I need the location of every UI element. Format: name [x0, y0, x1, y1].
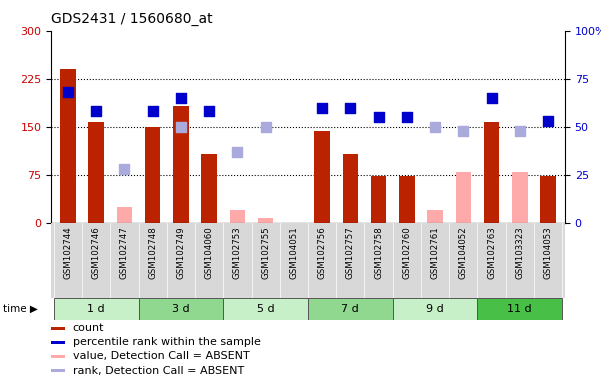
Point [430, 124, 440, 130]
Text: 1 d: 1 d [88, 304, 105, 314]
Point [176, 124, 186, 130]
Text: value, Detection Call = ABSENT: value, Detection Call = ABSENT [73, 351, 249, 361]
Text: 11 d: 11 d [507, 304, 532, 314]
Text: GSM102756: GSM102756 [318, 227, 326, 279]
Text: GSM104060: GSM104060 [205, 227, 214, 279]
Text: GSM102746: GSM102746 [92, 227, 101, 279]
Text: GSM102747: GSM102747 [120, 227, 129, 279]
Text: GSM102755: GSM102755 [261, 227, 270, 279]
Point [63, 89, 73, 95]
Bar [456, 172, 471, 223]
Bar [230, 210, 245, 223]
Text: GSM103323: GSM103323 [515, 227, 524, 279]
Bar [540, 176, 556, 223]
Text: GSM102749: GSM102749 [177, 227, 186, 279]
Bar [224, 298, 308, 320]
Point [487, 95, 496, 101]
Bar [314, 131, 330, 223]
Text: GSM102763: GSM102763 [487, 227, 496, 279]
Bar [477, 298, 562, 320]
Point [120, 166, 129, 172]
Bar [139, 298, 224, 320]
Bar [484, 122, 499, 223]
Point [176, 95, 186, 101]
Text: GSM104051: GSM104051 [290, 227, 298, 279]
Bar [427, 210, 443, 223]
Text: GSM104052: GSM104052 [459, 227, 468, 279]
Bar [371, 176, 386, 223]
Text: GSM102744: GSM102744 [64, 227, 73, 279]
Point [317, 104, 327, 111]
Bar [54, 298, 139, 320]
Point [543, 118, 553, 124]
Bar [51, 341, 66, 344]
Point [91, 108, 101, 114]
Point [515, 127, 525, 134]
Bar [201, 154, 217, 223]
Text: rank, Detection Call = ABSENT: rank, Detection Call = ABSENT [73, 366, 244, 376]
Bar [88, 122, 104, 223]
Text: 7 d: 7 d [341, 304, 359, 314]
Bar [51, 327, 66, 330]
Text: GSM102757: GSM102757 [346, 227, 355, 279]
Point [459, 127, 468, 134]
Text: 9 d: 9 d [426, 304, 444, 314]
Text: GDS2431 / 1560680_at: GDS2431 / 1560680_at [51, 12, 213, 25]
Point [233, 149, 242, 155]
Text: GSM102761: GSM102761 [430, 227, 439, 279]
Point [402, 114, 412, 120]
Point [261, 124, 270, 130]
Point [346, 104, 355, 111]
Text: 5 d: 5 d [257, 304, 275, 314]
Point [374, 114, 383, 120]
Bar [60, 69, 76, 223]
Text: percentile rank within the sample: percentile rank within the sample [73, 337, 261, 348]
Bar [51, 369, 66, 372]
Text: GSM102758: GSM102758 [374, 227, 383, 279]
Text: GSM102748: GSM102748 [148, 227, 157, 279]
Text: time ▶: time ▶ [3, 304, 38, 314]
Bar [145, 127, 160, 223]
Bar [392, 298, 477, 320]
Point [148, 108, 157, 114]
Bar [512, 172, 528, 223]
Text: count: count [73, 323, 104, 333]
Text: GSM102753: GSM102753 [233, 227, 242, 279]
Bar [117, 207, 132, 223]
Point [204, 108, 214, 114]
Bar [173, 106, 189, 223]
Text: GSM104053: GSM104053 [543, 227, 552, 279]
Text: GSM102760: GSM102760 [402, 227, 411, 279]
Text: 3 d: 3 d [172, 304, 190, 314]
Bar [343, 154, 358, 223]
Bar [399, 176, 415, 223]
Bar [258, 218, 273, 223]
Bar [308, 298, 392, 320]
Bar [51, 355, 66, 358]
